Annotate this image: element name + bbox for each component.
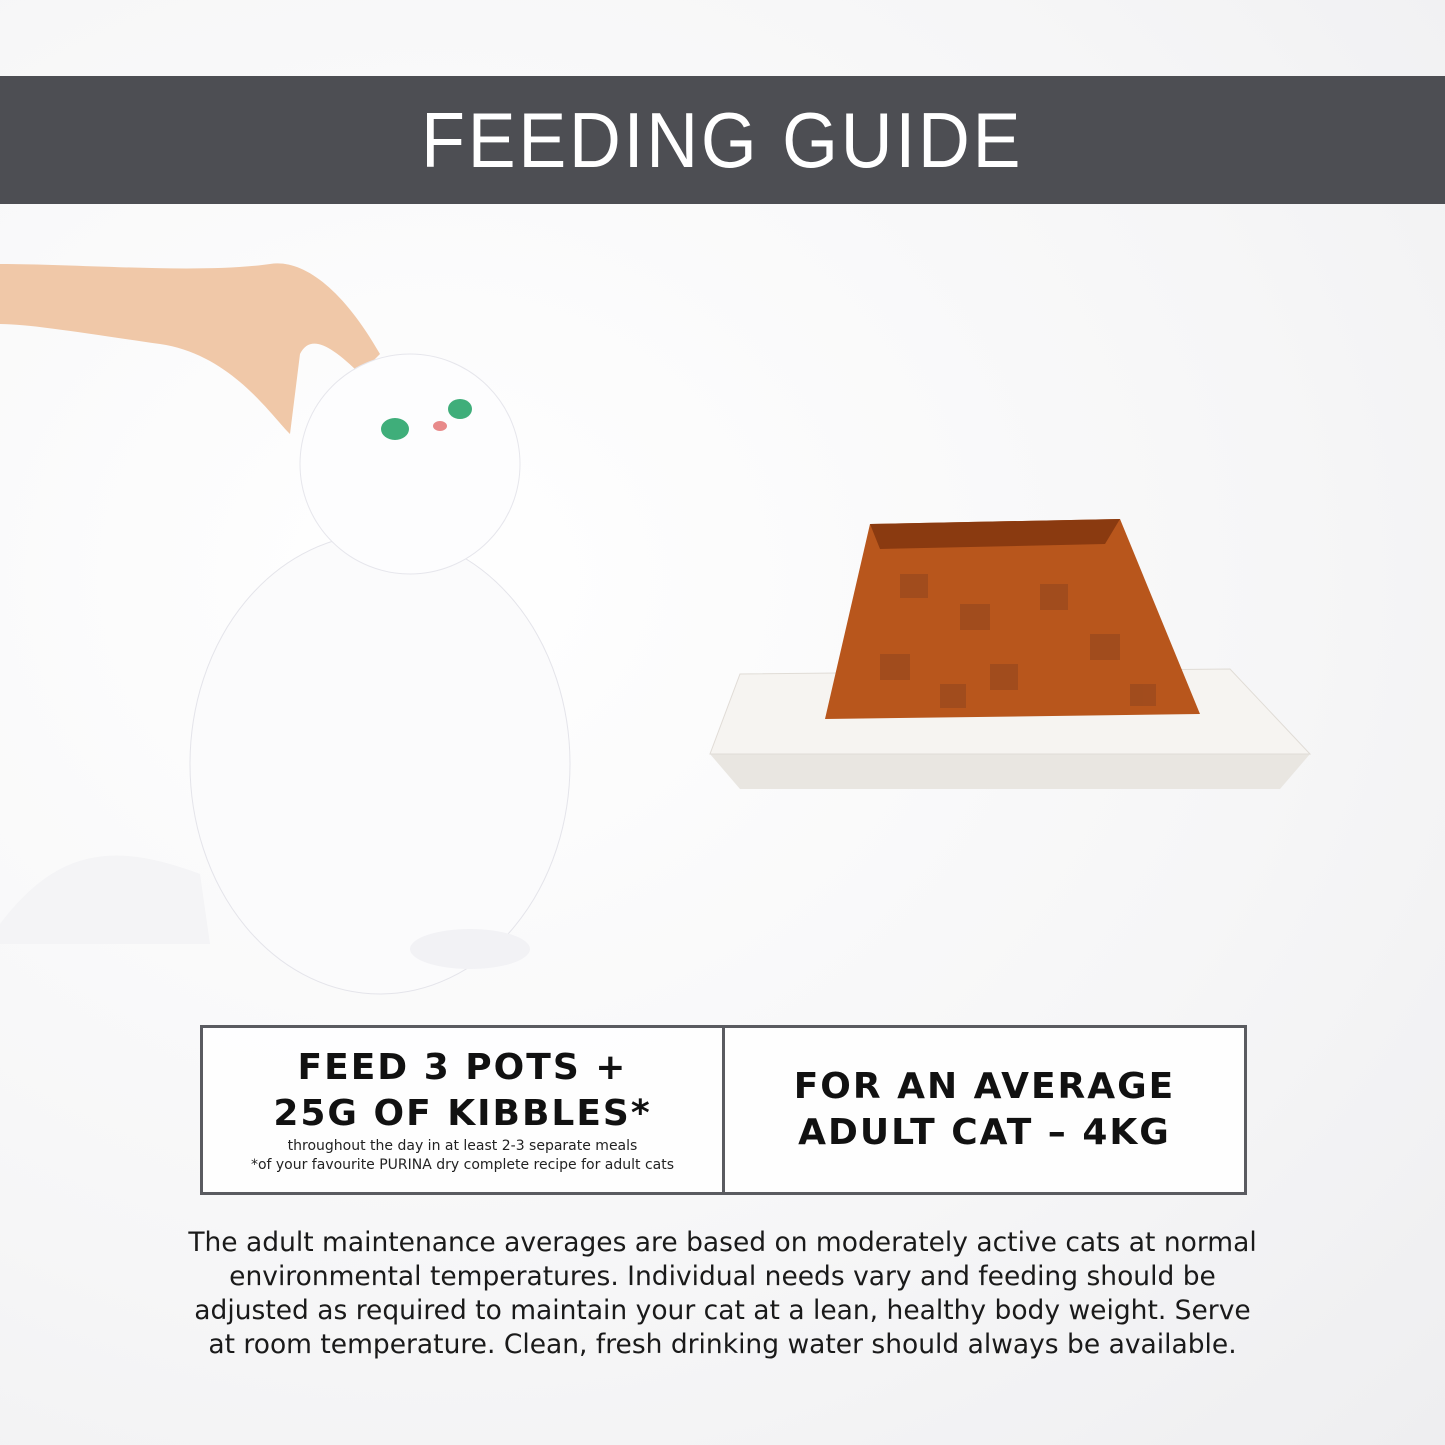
disclaimer-line: at room temperature. Clean, fresh drinki…	[208, 1329, 1237, 1360]
product-illustration	[0, 263, 1312, 995]
weight-line-1: FOR AN AVERAGE	[793, 1066, 1176, 1107]
weight-line-2: ADULT CAT – 4KG	[798, 1112, 1171, 1153]
feeding-amount-cell: FEED 3 POTS + 25G OF KIBBLES* throughout…	[203, 1028, 725, 1192]
disclaimer-line: adjusted as required to maintain your ca…	[194, 1295, 1251, 1326]
header-banner: FEEDING GUIDE	[0, 76, 1445, 204]
disclaimer-text: The adult maintenance averages are based…	[100, 1226, 1345, 1362]
disclaimer-line: environmental temperatures. Individual n…	[229, 1261, 1216, 1292]
cat-weight-cell: FOR AN AVERAGE ADULT CAT – 4KG	[725, 1028, 1244, 1192]
feeding-amount-box: FEED 3 POTS + 25G OF KIBBLES* throughout…	[200, 1025, 1247, 1195]
feed-line-2: 25G OF KIBBLES*	[273, 1093, 652, 1134]
cat-image	[0, 263, 571, 995]
disclaimer-line: The adult maintenance averages are based…	[188, 1227, 1257, 1258]
food-image	[709, 519, 1312, 789]
feed-note-2: *of your favourite PURINA dry complete r…	[250, 1157, 675, 1173]
page-title: FEEDING GUIDE	[421, 95, 1024, 184]
feed-note-1: throughout the day in at least 2-3 separ…	[287, 1138, 638, 1154]
feed-line-1: FEED 3 POTS +	[297, 1047, 628, 1088]
